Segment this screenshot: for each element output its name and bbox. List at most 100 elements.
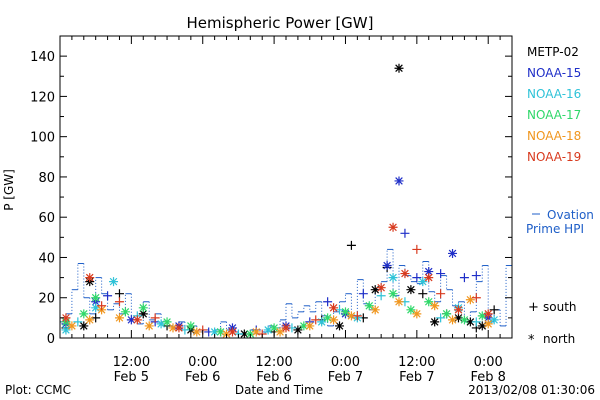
data-point-south	[335, 305, 345, 315]
data-point-north	[120, 307, 130, 317]
y-tick-label: 20	[38, 292, 55, 307]
data-point-north	[132, 315, 142, 325]
data-point-south	[180, 325, 190, 335]
data-point-north	[453, 305, 463, 315]
data-point-south	[311, 315, 321, 325]
data-point-north	[400, 269, 410, 279]
data-point-north	[340, 307, 350, 317]
x-tick-label-date: Feb 5	[114, 370, 149, 385]
footer-source: Plot: CCMC	[5, 383, 71, 397]
x-tick-label-date: Feb 8	[470, 370, 505, 385]
data-point-north	[251, 327, 261, 337]
ovation-hpi-series	[60, 248, 512, 335]
data-point-north	[168, 323, 178, 333]
y-axis-label: P [GW]	[2, 169, 16, 211]
data-point-north	[156, 319, 166, 329]
data-point-north	[376, 283, 386, 293]
data-point-north	[305, 321, 315, 331]
legend-entry: METP-02	[527, 45, 579, 59]
data-point-north	[91, 293, 101, 303]
data-point-north	[394, 176, 404, 186]
ovation-legend: Ovation Prime HPI	[526, 208, 594, 236]
data-point-north	[448, 248, 458, 258]
series-noaa-19	[61, 222, 493, 339]
data-point-north	[299, 321, 309, 331]
data-point-north	[61, 313, 71, 323]
data-point-north	[388, 273, 398, 283]
footer-timestamp: 2013/02/08 01:30:06	[468, 383, 595, 397]
data-point-north	[424, 273, 434, 283]
data-point-south	[376, 291, 386, 301]
data-point-north	[382, 261, 392, 271]
data-point-north	[364, 301, 374, 311]
data-point-south	[103, 291, 113, 301]
data-point-north	[370, 305, 380, 315]
x-tick-label-date: Feb 7	[399, 370, 434, 385]
y-tick-label: 140	[30, 50, 55, 65]
data-point-north	[79, 309, 89, 319]
data-point-north	[489, 315, 499, 325]
chart-title: Hemispheric Power [GW]	[187, 14, 374, 32]
y-tick-label: 80	[38, 171, 55, 186]
data-point-south	[436, 269, 446, 279]
data-point-north	[126, 315, 136, 325]
data-point-north	[138, 309, 148, 319]
data-point-north	[329, 303, 339, 313]
data-point-north	[222, 329, 232, 339]
data-point-north	[85, 315, 95, 325]
legend-entry: NOAA-19	[527, 150, 581, 164]
satellite-points	[61, 63, 499, 339]
data-point-south	[489, 305, 499, 315]
data-point-north	[227, 327, 237, 337]
data-point-north	[216, 327, 226, 337]
data-point-north	[442, 309, 452, 319]
data-point-south	[436, 289, 446, 299]
x-axis-label: Date and Time	[235, 383, 323, 397]
legend-entry: NOAA-18	[527, 129, 581, 143]
data-point-north	[448, 315, 458, 325]
data-point-north	[418, 277, 428, 287]
data-point-north	[430, 317, 440, 327]
data-point-north	[186, 321, 196, 331]
plot-frame	[59, 35, 513, 339]
legend-entry: NOAA-15	[527, 66, 581, 80]
data-point-north	[394, 63, 404, 73]
data-point-south	[412, 244, 422, 254]
x-tick-label-time: 12:00	[255, 355, 292, 370]
north-label: north	[543, 332, 575, 346]
north-symbol: *	[528, 333, 535, 348]
data-point-south	[412, 273, 422, 283]
data-point-north	[424, 297, 434, 307]
x-tick-label-date: Feb 6	[256, 370, 291, 385]
y-tick-label: 100	[30, 131, 55, 146]
data-point-north	[477, 321, 487, 331]
plot-axes	[59, 35, 513, 339]
data-point-south	[150, 313, 160, 323]
data-point-south	[418, 289, 428, 299]
data-point-north	[477, 311, 487, 321]
data-point-north	[394, 297, 404, 307]
y-tick-label: 60	[38, 211, 55, 226]
data-point-north	[453, 313, 463, 323]
data-point-north	[109, 277, 119, 287]
data-point-south	[436, 313, 446, 323]
series-noaa-17	[61, 289, 487, 339]
data-point-north	[346, 311, 356, 321]
x-tick-label-date: Feb 7	[328, 370, 363, 385]
legend: METP-02 NOAA-15 NOAA-16 NOAA-17 NOAA-18 NOAA-…	[527, 45, 581, 164]
x-tick-label-date: Feb 6	[185, 370, 220, 385]
x-tick-label-time: 12:00	[113, 355, 150, 370]
data-point-north	[459, 315, 469, 325]
data-point-north	[79, 321, 89, 331]
x-tick-label-time: 12:00	[398, 355, 435, 370]
y-tick-label: 120	[30, 90, 55, 105]
x-tick-label-time: 0:00	[188, 355, 217, 370]
data-point-north	[269, 323, 279, 333]
legend-entry: NOAA-17	[527, 108, 581, 122]
data-point-south	[323, 297, 333, 307]
data-point-south	[471, 271, 481, 281]
data-point-north	[239, 329, 249, 339]
data-point-north	[483, 309, 493, 319]
data-point-north	[483, 319, 493, 329]
